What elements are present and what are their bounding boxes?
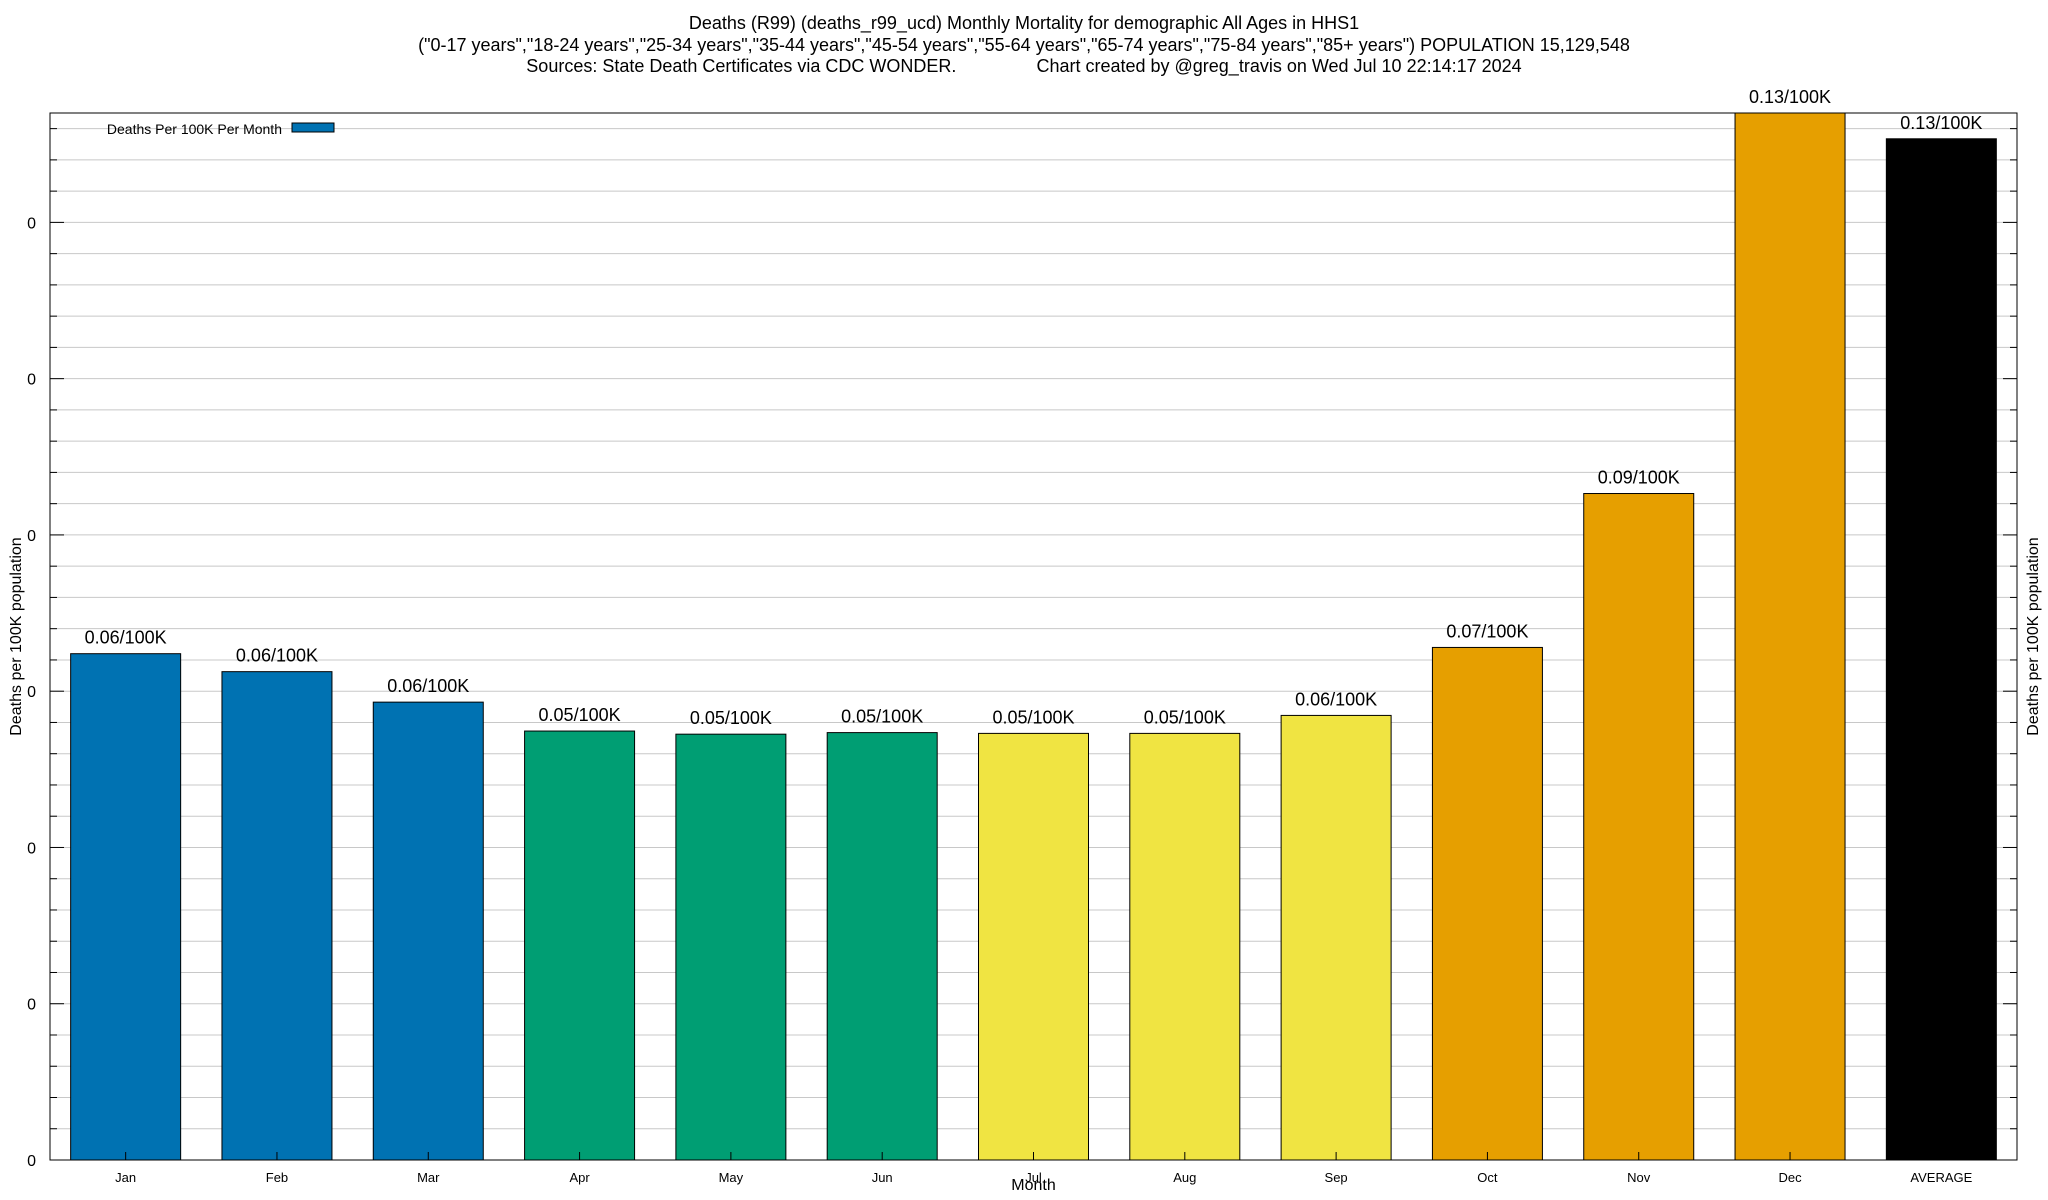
x-tick-label: Feb	[266, 1170, 288, 1185]
data-label: 0.09/100K	[1598, 468, 1680, 488]
x-tick-label: Oct	[1477, 1170, 1498, 1185]
x-tick-label: Nov	[1627, 1170, 1651, 1185]
bar-jan	[70, 653, 182, 1161]
x-tick-label: Aug	[1173, 1170, 1196, 1185]
data-label: 0.05/100K	[690, 708, 772, 728]
bar-dec	[1734, 112, 1846, 1161]
y-tick-label: 0	[27, 528, 36, 545]
x-tick-label: Jan	[115, 1170, 136, 1185]
y-axis-label-right: Deaths per 100K population	[2025, 537, 2042, 735]
y-axis-label: Deaths per 100K population	[8, 537, 25, 735]
bars: 0.06/100K Jan 0.06/100K Feb 0.06/100K Mar 0.05…	[70, 87, 1997, 1185]
axis-labels: Month Deaths per 100K population Deaths pe…	[8, 537, 2042, 1194]
x-tick-label: May	[719, 1170, 744, 1185]
title-line: Deaths (R99) (deaths_r99_ucd) Monthly Mo…	[689, 13, 1359, 34]
data-label: 0.06/100K	[1295, 689, 1377, 709]
x-tick-label: AVERAGE	[1910, 1170, 1972, 1185]
bar-nov	[1583, 493, 1695, 1161]
data-label: 0.05/100K	[1144, 707, 1226, 727]
bar-oct	[1431, 646, 1543, 1161]
data-label: 0.13/100K	[1749, 87, 1831, 107]
bar-average	[1885, 138, 1997, 1161]
bar-jul	[978, 732, 1089, 1161]
bar-may	[675, 733, 787, 1161]
x-tick-label: Jun	[872, 1170, 893, 1185]
data-label: 0.06/100K	[387, 676, 469, 696]
title-line: Sources: State Death Certificates via CD…	[526, 56, 1521, 77]
data-label: 0.05/100K	[539, 705, 621, 725]
data-label: 0.05/100K	[841, 707, 923, 727]
legend: Deaths Per 100K Per Month	[107, 121, 335, 137]
x-tick-label: Apr	[569, 1170, 590, 1185]
data-label: 0.05/100K	[992, 707, 1074, 727]
y-tick-label: 0	[27, 840, 36, 857]
data-label: 0.06/100K	[236, 646, 318, 666]
x-tick-label: Sep	[1325, 1170, 1348, 1185]
bar-mar	[372, 701, 484, 1161]
y-tick-label: 0	[27, 215, 36, 232]
data-label: 0.07/100K	[1446, 621, 1528, 641]
bar-sep	[1280, 714, 1392, 1161]
bar-aug	[1129, 732, 1241, 1161]
y-tick-label: 0	[27, 372, 36, 389]
legend-label: Deaths Per 100K Per Month	[107, 121, 282, 137]
x-tick-label: Mar	[417, 1170, 440, 1185]
y-tick-label: 0	[27, 684, 36, 701]
bar-apr	[524, 730, 636, 1161]
y-tick-label: 0	[27, 1153, 36, 1170]
chart-title: Deaths (R99) (deaths_r99_ucd) Monthly Mo…	[418, 13, 1630, 77]
bar-feb	[221, 671, 333, 1161]
x-tick-label: Jul	[1025, 1170, 1042, 1185]
data-label: 0.06/100K	[85, 628, 167, 648]
legend-swatch	[291, 122, 335, 133]
title-line: ("0-17 years","18-24 years","25-34 years…	[418, 35, 1630, 55]
data-label: 0.13/100K	[1900, 113, 1982, 133]
y-tick-label: 0	[27, 997, 36, 1014]
x-axis-label: Month	[1011, 1177, 1055, 1194]
axis-ticks: 0 0 0 0 0 0 0	[27, 128, 2017, 1170]
bar-jun	[826, 732, 938, 1161]
x-tick-label: Dec	[1778, 1170, 1802, 1185]
